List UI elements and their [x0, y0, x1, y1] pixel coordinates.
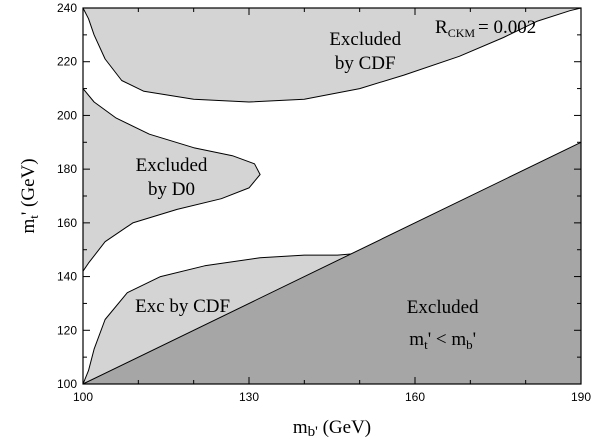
y-tick-label: 200: [57, 108, 77, 122]
x-tick-label: 100: [73, 390, 93, 404]
y-tick-label: 120: [57, 323, 77, 337]
region-label-d0-line1: Excluded: [136, 155, 208, 176]
region-label-kinematic-line2: mt' < mb': [409, 329, 476, 352]
axis-ticks: 100 130 160 190 100 120 140 160 180 200 220 240: [57, 1, 591, 404]
region-d0: [82, 88, 261, 272]
x-axis-label: mb' (GeV): [293, 417, 371, 440]
region-label-kinematic-line1: Excluded: [407, 297, 479, 318]
y-tick-label: 100: [57, 377, 77, 391]
region-label-cdf-upper-line2: by CDF: [335, 53, 396, 74]
region-label-cdf-lower-line1: Exc by CDF: [135, 296, 230, 317]
exclusion-regions: [82, 7, 582, 385]
y-tick-label: 220: [57, 55, 77, 69]
ylabel-main: m: [18, 219, 39, 234]
rckm-annotation: RCKM = 0.002: [435, 17, 536, 40]
y-tick-label: 160: [57, 216, 77, 230]
annotation-main: R: [435, 17, 448, 38]
annotation-sub: CKM: [448, 26, 476, 40]
x-tick-label: 160: [405, 390, 425, 404]
xlabel-rest: (GeV): [318, 417, 371, 438]
x-tick-label: 190: [571, 390, 591, 404]
ylabel-rest: ' (GeV): [18, 158, 39, 215]
y-tick-label: 180: [57, 162, 77, 176]
region-label-d0-line2: by D0: [148, 179, 195, 200]
ylabel-sub: t: [26, 215, 41, 219]
region-cdf-upper: [82, 7, 582, 103]
region-labels: Excluded by CDF Excluded by D0 Exc by CDF Exc…: [135, 29, 479, 352]
annotation-rest: = 0.002: [478, 17, 536, 38]
region-label-cdf-upper-line1: Excluded: [329, 29, 401, 50]
y-axis-label: mt' (GeV): [18, 158, 41, 233]
y-tick-label: 240: [57, 1, 77, 15]
xlabel-sub: b': [308, 424, 319, 440]
x-tick-label: 130: [239, 390, 259, 404]
y-tick-label: 140: [57, 270, 77, 284]
xlabel-main: m: [293, 417, 308, 438]
